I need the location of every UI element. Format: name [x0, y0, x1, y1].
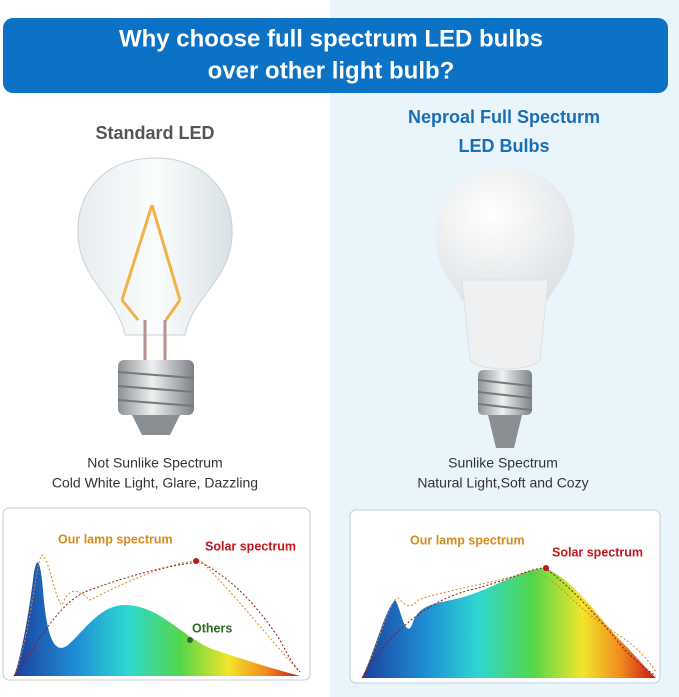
right-title: LED Bulbs: [458, 136, 549, 156]
right-spectrum: Our lamp spectrum Solar spectrum: [349, 509, 661, 684]
filament-bulb: [77, 157, 233, 435]
left-title: Standard LED: [95, 123, 214, 143]
spectrum-label: Others: [192, 621, 232, 635]
spectrum-label: Our lamp spectrum: [410, 533, 525, 547]
led-bulb: [435, 168, 575, 448]
spectrum-label: Solar spectrum: [552, 545, 643, 559]
right-description: Natural Light,Soft and Cozy: [417, 475, 588, 491]
header-title: over other light bulb?: [208, 57, 455, 84]
header-banner: [3, 18, 668, 93]
right-title: Neproal Full Specturm: [408, 107, 600, 127]
spectrum-label: Our lamp spectrum: [58, 532, 173, 546]
left-description: Not Sunlike Spectrum: [87, 455, 222, 471]
header-title: Why choose full spectrum LED bulbs: [119, 25, 543, 52]
left-spectrum: Our lamp spectrum Solar spectrum Others: [2, 507, 311, 681]
spectrum-label: Solar spectrum: [205, 539, 296, 553]
right-description: Sunlike Spectrum: [448, 455, 558, 471]
left-description: Cold White Light, Glare, Dazzling: [52, 475, 258, 491]
